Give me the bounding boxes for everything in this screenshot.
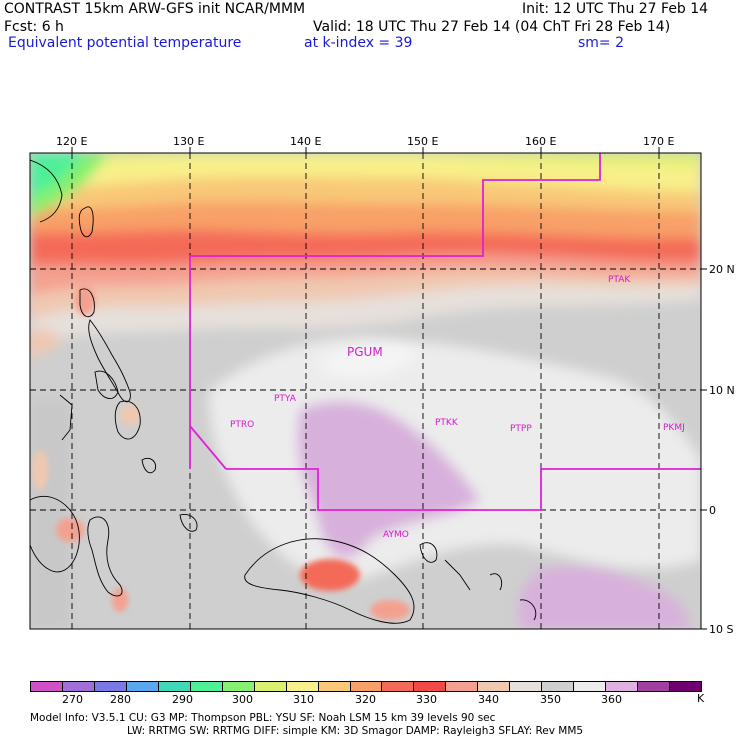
colorbar-swatch <box>637 681 671 692</box>
colorbar-swatch <box>221 681 255 692</box>
colorbar-swatch <box>605 681 639 692</box>
lon-label-130e: 130 E <box>173 135 204 148</box>
lat-label-10n: 10 N <box>709 384 735 397</box>
colorbar-swatch <box>30 681 63 692</box>
colorbar-label-330: 330 <box>416 693 437 706</box>
colorbar-swatch <box>253 681 287 692</box>
model-info-line2: LW: RRTMG SW: RRTMG DIFF: simple KM: 3D … <box>127 725 584 737</box>
station-ptro: PTRO <box>230 420 254 430</box>
model-info-line1: Model Info: V3.5.1 CU: G3 MP: Thompson P… <box>30 712 496 724</box>
colorbar-swatch <box>93 681 127 692</box>
colorbar-label-280: 280 <box>110 693 131 706</box>
field-name: Equivalent potential temperature <box>8 35 242 51</box>
colorbar-swatch <box>317 681 351 692</box>
station-aymo: AYMO <box>383 530 409 540</box>
map-frame <box>29 152 702 630</box>
colorbar-swatch <box>573 681 607 692</box>
init-time: Init: 12 UTC Thu 27 Feb 14 <box>522 1 709 17</box>
colorbar-swatch <box>541 681 575 692</box>
land-heating-patches <box>32 285 410 620</box>
colorbar-label-360: 360 <box>601 693 622 706</box>
valid-time: Valid: 18 UTC Thu 27 Feb 14 (04 ChT Fri … <box>313 19 671 35</box>
level-label: at k-index = 39 <box>304 35 413 51</box>
colorbar-swatch <box>349 681 383 692</box>
colorbar-swatch <box>445 681 479 692</box>
coastlines <box>30 159 537 624</box>
model-title: CONTRAST 15km ARW-GFS init NCAR/MMM <box>4 1 306 17</box>
colorbar-swatch <box>477 681 511 692</box>
station-ptya: PTYA <box>274 394 297 404</box>
lat-label-20n: 20 N <box>709 263 735 276</box>
forecast-hour: Fcst: 6 h <box>4 19 64 35</box>
axis-ticks <box>71 147 707 630</box>
colorbar-swatch <box>285 681 319 692</box>
lon-label-140e: 140 E <box>290 135 321 148</box>
station-ptak: PTAK <box>608 275 631 285</box>
smoothing-label: sm= 2 <box>578 35 625 51</box>
colorbar-label-310: 310 <box>293 693 314 706</box>
colorbar-unit: K <box>697 692 705 705</box>
station-pgum: PGUM <box>347 345 383 359</box>
colorbar-label-290: 290 <box>172 693 193 706</box>
colorbar-swatch <box>157 681 191 692</box>
lon-label-120e: 120 E <box>56 135 87 148</box>
theta-e-bands <box>30 153 701 629</box>
colorbar-label-300: 300 <box>232 693 253 706</box>
colorbar-swatch <box>413 681 447 692</box>
lon-label-150e: 150 E <box>407 135 438 148</box>
station-pkmj: PKMJ <box>663 423 685 433</box>
colorbar-label-350: 350 <box>540 693 561 706</box>
colorbar-swatch <box>189 681 223 692</box>
colorbar-swatch <box>125 681 159 692</box>
station-ptkk: PTKK <box>435 418 459 428</box>
lat-label-equator: 0 <box>709 504 716 517</box>
colorbar-label-320: 320 <box>355 693 376 706</box>
lon-label-160e: 160 E <box>525 135 556 148</box>
colorbar-label-340: 340 <box>478 693 499 706</box>
colorbar-swatch <box>61 681 95 692</box>
station-ptpp: PTPP <box>510 424 532 434</box>
colorbar-label-270: 270 <box>62 693 83 706</box>
region-boundary <box>189 153 701 511</box>
colorbar-swatch <box>381 681 415 692</box>
colorbar-swatch <box>669 681 702 692</box>
lat-label-10s: 10 S <box>709 623 733 636</box>
lon-label-170e: 170 E <box>643 135 674 148</box>
colorbar-swatch <box>509 681 543 692</box>
